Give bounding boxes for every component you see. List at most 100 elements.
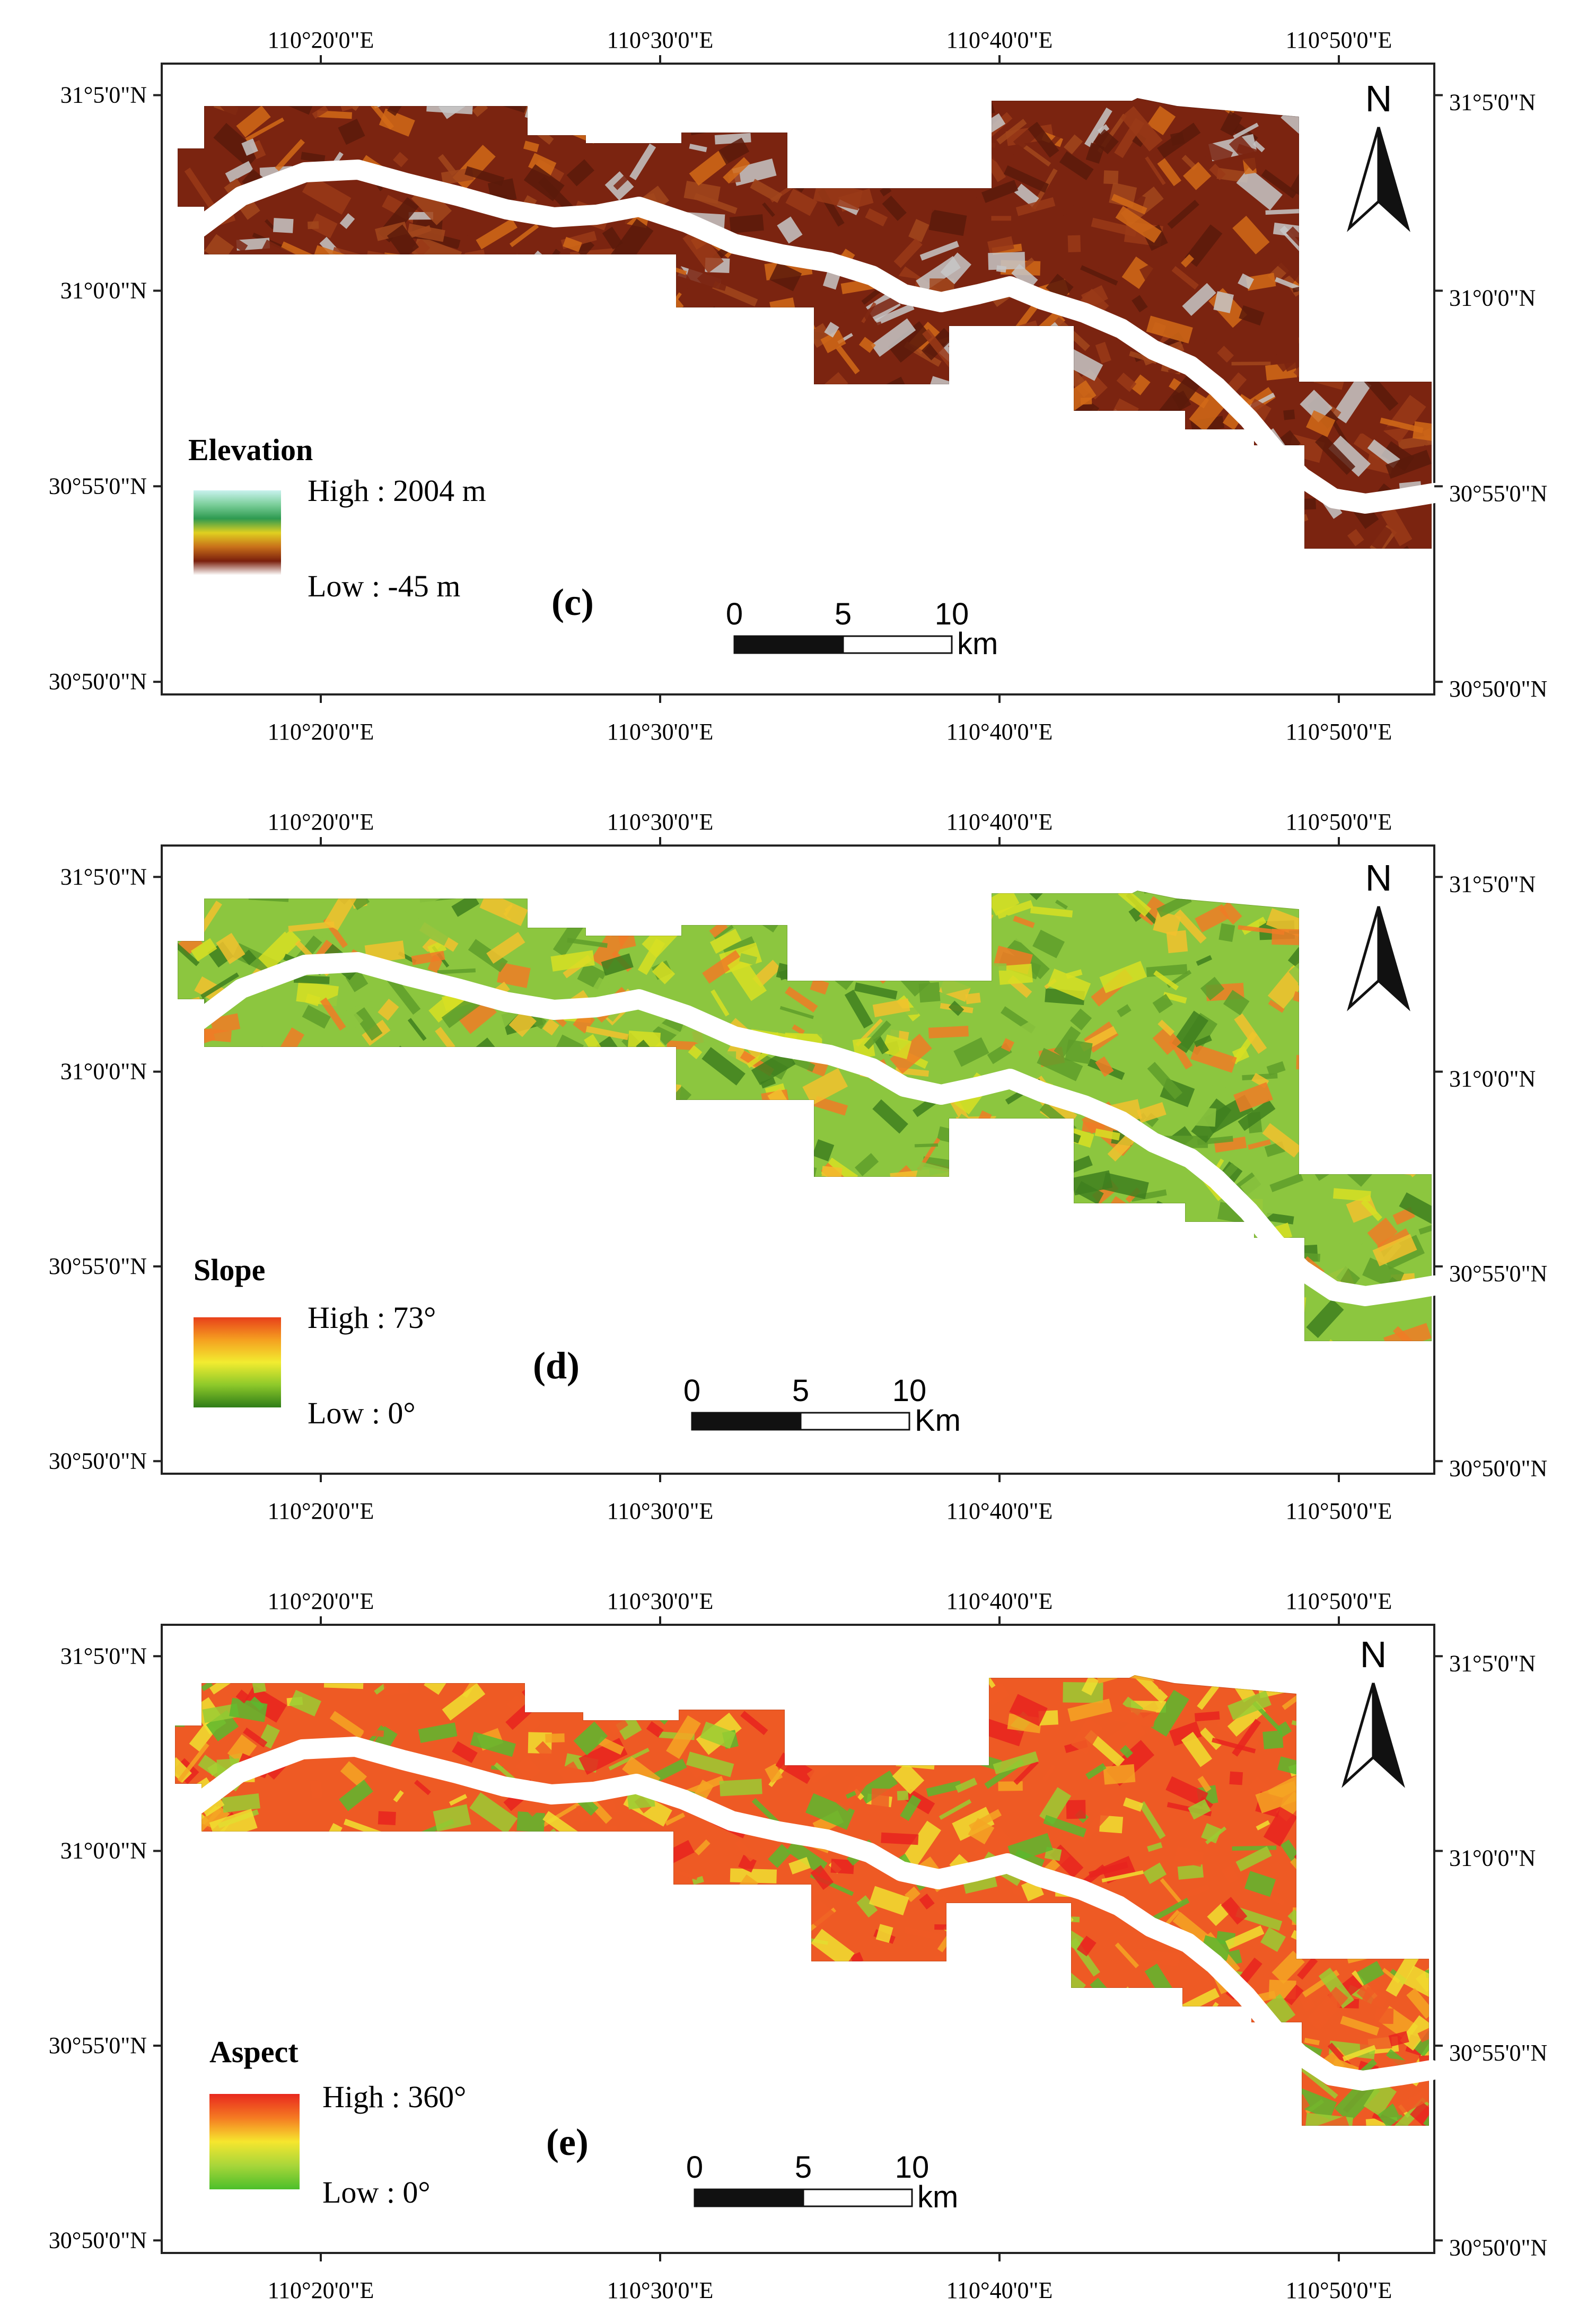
scale-tick-label: 0 (686, 2150, 703, 2185)
map-panel-elevation: 110°20'0"E 110°20'0"E 110°30'0"E 110°30'0"E… (0, 0, 1596, 774)
lon-label-bottom: 110°20'0"E (268, 719, 374, 745)
scale-tick-label: 0 (683, 1374, 700, 1408)
legend: Slope High : 73° Low : 0° (194, 1253, 436, 1430)
north-label: N (1365, 78, 1392, 119)
scale-unit: km (917, 2180, 958, 2214)
scale-tick-label: 5 (792, 1374, 809, 1408)
scale-bar-white (800, 1412, 910, 1431)
legend: Elevation High : 2004 m Low : -45 m (188, 433, 486, 603)
lon-label-bottom: 110°30'0"E (607, 2277, 714, 2303)
lon-label-top: 110°50'0"E (1286, 27, 1392, 53)
graticule-ticks: 110°20'0"E 110°20'0"E 110°30'0"E 110°30'0"E… (49, 1588, 1548, 2303)
scale-tick-label: 10 (892, 1374, 927, 1408)
north-arrow-right (1377, 127, 1410, 232)
river-channel (189, 160, 1444, 514)
river-channel (189, 952, 1444, 1306)
legend-title: Slope (194, 1253, 265, 1287)
lat-label-left: 31°0'0"N (60, 1838, 147, 1864)
legend-title: Elevation (188, 433, 313, 467)
north-label: N (1365, 857, 1392, 899)
lat-label-left: 30°55'0"N (49, 2032, 147, 2058)
lon-label-top: 110°40'0"E (946, 1588, 1053, 1614)
lon-label-bottom: 110°40'0"E (946, 2277, 1053, 2303)
graticule-ticks: 110°20'0"E 110°20'0"E 110°30'0"E 110°30'0"E… (49, 27, 1548, 745)
lon-label-bottom: 110°20'0"E (268, 2277, 374, 2303)
map-panel-aspect: 110°20'0"E 110°20'0"E 110°30'0"E 110°30'0"E… (0, 1548, 1596, 2324)
lon-label-bottom: 110°50'0"E (1286, 719, 1392, 745)
lat-label-right: 31°5'0"N (1449, 871, 1536, 897)
lat-label-right: 30°50'0"N (1449, 1455, 1547, 1481)
lat-label-right: 30°50'0"N (1449, 676, 1547, 702)
scale-tick-label: 5 (835, 597, 852, 631)
lon-label-top: 110°20'0"E (268, 27, 374, 53)
scale-tick-label: 0 (726, 597, 743, 631)
scale-bar-black (733, 635, 844, 654)
lat-label-left: 31°0'0"N (60, 1059, 147, 1085)
aspect-map: 110°20'0"E 110°20'0"E 110°30'0"E 110°30'0"E… (49, 1588, 1548, 2303)
lon-label-top: 110°50'0"E (1286, 1588, 1392, 1614)
lat-label-left: 30°50'0"N (49, 1448, 147, 1474)
panel-label: (e) (546, 2121, 589, 2163)
scale-tick-label: 5 (795, 2150, 812, 2185)
lon-label-top: 110°30'0"E (607, 27, 714, 53)
lat-label-left: 30°55'0"N (49, 473, 147, 499)
lon-label-bottom: 110°30'0"E (607, 719, 714, 745)
lat-label-right: 30°55'0"N (1449, 480, 1547, 506)
graticule-ticks: 110°20'0"E 110°20'0"E 110°30'0"E 110°30'0"E… (49, 809, 1548, 1524)
scale-bar-black (691, 1412, 802, 1431)
lon-label-top: 110°20'0"E (268, 1588, 374, 1614)
scale-bar-black (694, 2188, 804, 2207)
north-arrow: N (1347, 78, 1410, 232)
panel-label: (c) (551, 581, 594, 623)
lon-label-bottom: 110°50'0"E (1286, 2277, 1392, 2303)
legend-high: High : 360° (322, 2080, 466, 2114)
lon-label-top: 110°50'0"E (1286, 809, 1392, 835)
lon-label-top: 110°20'0"E (268, 809, 374, 835)
scale-tick-label: 10 (935, 597, 969, 631)
north-arrow-right (1377, 906, 1410, 1011)
legend-high: High : 73° (308, 1300, 436, 1335)
north-arrow: N (1341, 1634, 1405, 1788)
legend-ramp (194, 490, 281, 575)
lat-label-right: 31°0'0"N (1449, 285, 1536, 311)
legend-ramp (209, 2094, 300, 2189)
slope-map: 110°20'0"E 110°20'0"E 110°30'0"E 110°30'0"E… (49, 809, 1548, 1524)
lat-label-left: 30°50'0"N (49, 668, 147, 694)
lat-label-left: 31°5'0"N (60, 1643, 147, 1669)
legend-high: High : 2004 m (308, 473, 486, 508)
lon-label-bottom: 110°20'0"E (268, 1498, 374, 1524)
lat-label-right: 30°55'0"N (1449, 1261, 1547, 1287)
lat-label-right: 30°55'0"N (1449, 2040, 1547, 2066)
map-panel-slope: 110°20'0"E 110°20'0"E 110°30'0"E 110°30'0"E… (0, 774, 1596, 1548)
lat-label-left: 31°5'0"N (60, 82, 147, 108)
scale-unit: Km (915, 1403, 961, 1438)
lon-label-bottom: 110°40'0"E (946, 719, 1053, 745)
legend-low: Low : 0° (322, 2175, 431, 2209)
lon-label-bottom: 110°40'0"E (946, 1498, 1053, 1524)
legend-ramp (194, 1317, 281, 1407)
lon-label-top: 110°30'0"E (607, 1588, 714, 1614)
lon-label-top: 110°40'0"E (946, 809, 1053, 835)
scale-bar-white (842, 635, 953, 654)
lat-label-left: 30°55'0"N (49, 1253, 147, 1279)
river-channel (186, 1737, 1442, 2091)
legend-title: Aspect (209, 2035, 299, 2069)
legend: Aspect High : 360° Low : 0° (209, 2035, 466, 2209)
scale-bar-white (802, 2188, 913, 2207)
lat-label-right: 31°0'0"N (1449, 1066, 1536, 1092)
lat-label-right: 31°0'0"N (1449, 1845, 1536, 1871)
north-label: N (1360, 1634, 1387, 1675)
lon-label-bottom: 110°30'0"E (607, 1498, 714, 1524)
scale-unit: km (957, 627, 998, 661)
lat-label-right: 31°5'0"N (1449, 90, 1536, 116)
panel-label: (d) (533, 1344, 580, 1387)
lon-label-top: 110°40'0"E (946, 27, 1053, 53)
lat-label-right: 31°5'0"N (1449, 1650, 1536, 1676)
lat-label-left: 30°50'0"N (49, 2227, 147, 2253)
north-arrow: N (1347, 857, 1410, 1011)
legend-low: Low : 0° (308, 1396, 416, 1430)
lat-label-left: 31°0'0"N (60, 277, 147, 303)
lon-label-bottom: 110°50'0"E (1286, 1498, 1392, 1524)
